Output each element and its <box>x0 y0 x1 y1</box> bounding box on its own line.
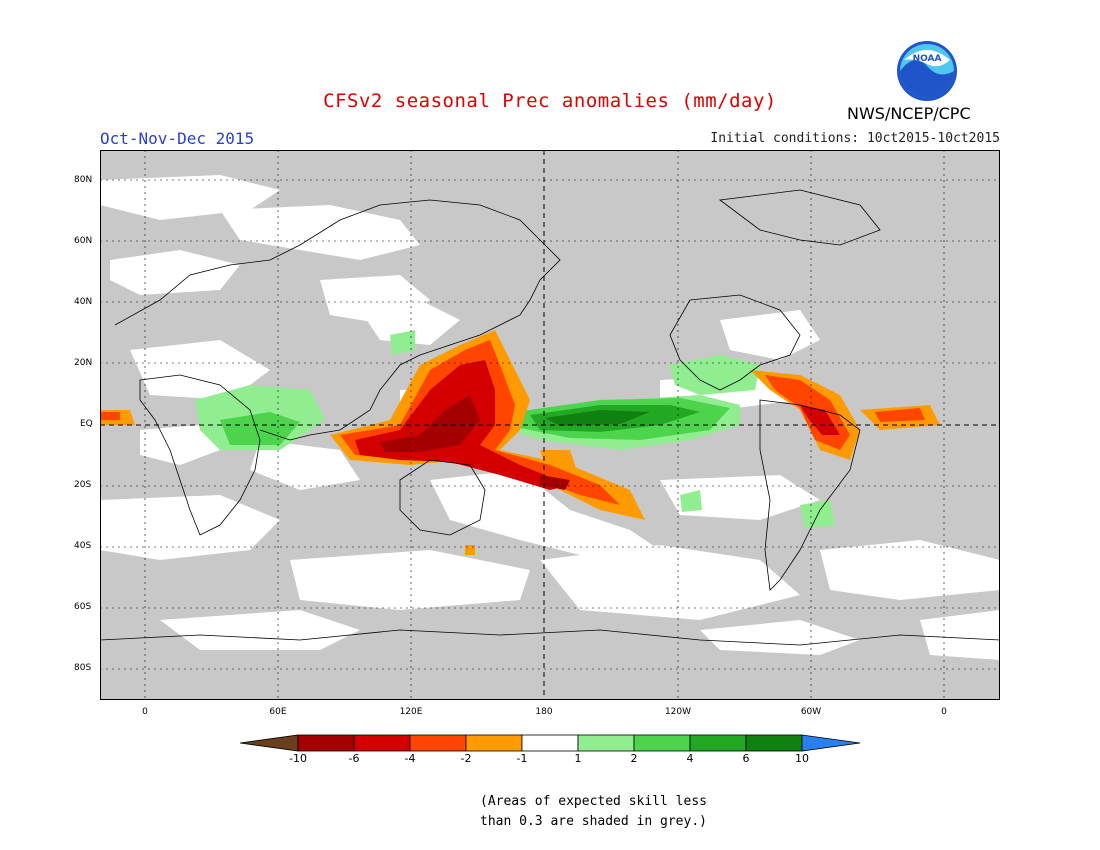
colorbar-cell <box>297 734 355 752</box>
colorbar-label: 4 <box>686 752 694 765</box>
lon-label: 60E <box>269 707 287 717</box>
svg-text:NOAA: NOAA <box>913 54 942 64</box>
lon-label: 0 <box>941 707 947 717</box>
lat-lon-grid <box>100 150 1000 700</box>
colorbar-label: 6 <box>742 752 750 765</box>
lon-label: 120W <box>664 707 692 717</box>
colorbar-cell <box>353 734 411 752</box>
equator-dateline <box>100 150 1000 700</box>
colorbar-cell <box>689 734 747 752</box>
colorbar-cell <box>801 734 861 752</box>
lat-label: 80N <box>74 175 93 185</box>
lat-label: 20S <box>74 480 92 490</box>
precip-anomaly-map <box>99 149 1001 704</box>
footnote-line-1: (Areas of expected skill less <box>480 794 707 809</box>
lat-label: 20N <box>74 358 93 368</box>
colorbar-cell <box>577 734 635 752</box>
positive-anomaly-darkest <box>545 410 650 426</box>
noaa-logo: NOAA <box>897 41 957 101</box>
colorbar-label: 1 <box>574 752 582 765</box>
colorbar-cell <box>633 734 691 752</box>
map-canvas <box>99 149 1001 701</box>
lon-label: 0 <box>142 707 148 717</box>
colorbar-cell <box>240 734 299 752</box>
skill-footnote: (Areas of expected skill less than 0.3 a… <box>480 792 707 832</box>
lat-label: 40S <box>74 541 92 551</box>
colorbar-label: 10 <box>795 752 809 765</box>
lon-label: 120E <box>399 707 423 717</box>
colorbar-label: -6 <box>348 752 360 765</box>
org-label: NWS/NCEP/CPC <box>847 104 971 123</box>
forecast-period: Oct-Nov-Dec 2015 <box>100 129 255 148</box>
footnote-line-2: than 0.3 are shaded in grey.) <box>480 814 707 829</box>
colorbar-cell <box>409 734 467 752</box>
colorbar-label: -1 <box>516 752 528 765</box>
lat-label: 60S <box>74 602 92 612</box>
lat-label: 60N <box>74 236 93 246</box>
colorbar-label: -2 <box>460 752 472 765</box>
colorbar-cell <box>521 734 579 752</box>
lat-label: EQ <box>80 419 93 429</box>
lat-label: 80S <box>74 663 92 673</box>
colorbar-cell <box>465 734 523 752</box>
map-title: CFSv2 seasonal Prec anomalies (mm/day) <box>323 90 777 112</box>
initial-conditions: Initial conditions: 10ct2015-10ct2015 <box>710 131 1000 146</box>
lon-label: 60W <box>800 707 822 717</box>
colorbar <box>240 734 861 752</box>
lat-label: 40N <box>74 297 93 307</box>
colorbar-label: 2 <box>630 752 638 765</box>
coastlines <box>100 189 1000 646</box>
lon-label: 180 <box>535 707 553 717</box>
colorbar-label: -4 <box>404 752 416 765</box>
colorbar-cell <box>745 734 803 752</box>
colorbar-label: -10 <box>289 752 307 765</box>
